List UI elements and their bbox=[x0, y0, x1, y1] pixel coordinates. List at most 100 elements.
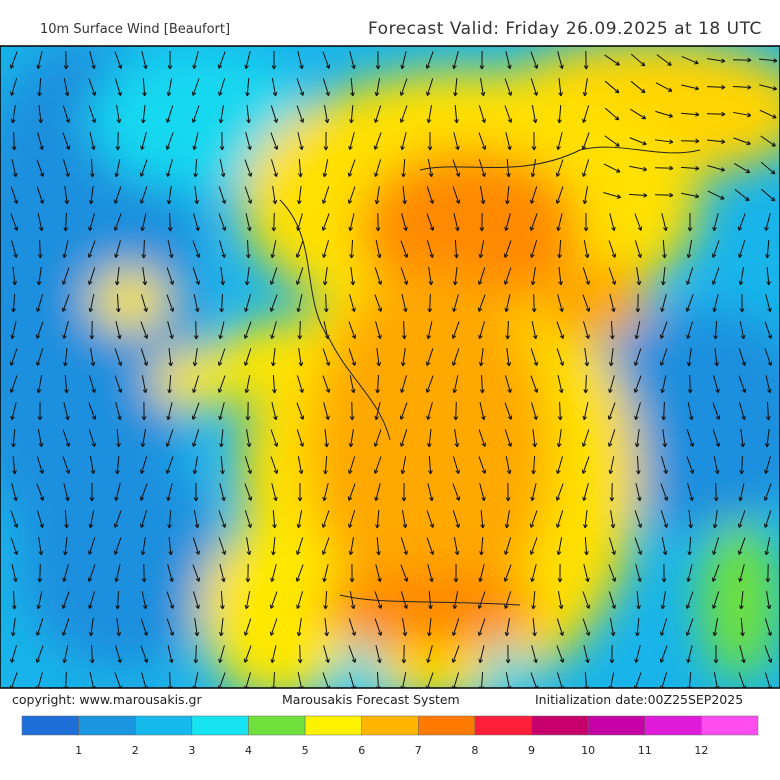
wind-arrow bbox=[504, 105, 513, 123]
legend-label: 1 bbox=[75, 744, 82, 757]
system-name: Marousakis Forecast System bbox=[282, 692, 460, 707]
wind-arrow bbox=[633, 348, 642, 366]
wind-arrow bbox=[141, 104, 146, 124]
wind-arrow bbox=[505, 456, 512, 475]
wind-arrow bbox=[90, 348, 96, 367]
wind-arrow bbox=[401, 213, 408, 232]
wind-arrow bbox=[38, 105, 44, 124]
wind-arrow bbox=[712, 213, 719, 232]
wind-arrow bbox=[64, 509, 69, 529]
wind-arrow bbox=[191, 105, 200, 123]
wind-arrow bbox=[557, 563, 563, 583]
wind-arrow bbox=[375, 645, 382, 664]
wind-arrow bbox=[113, 186, 122, 204]
wind-arrow bbox=[88, 294, 95, 313]
wind-arrow bbox=[400, 267, 409, 285]
wind-arrow bbox=[685, 294, 694, 312]
wind-arrow bbox=[88, 618, 94, 637]
wind-arrow bbox=[634, 645, 641, 664]
wind-arrow bbox=[141, 563, 147, 583]
wind-arrow bbox=[400, 537, 408, 555]
wind-arrow bbox=[478, 159, 486, 177]
wind-arrow bbox=[479, 50, 485, 70]
wind-arrow bbox=[219, 564, 226, 583]
wind-arrow bbox=[374, 483, 381, 502]
wind-arrow bbox=[764, 537, 771, 556]
wind-arrow bbox=[453, 563, 459, 583]
wind-arrow bbox=[480, 509, 485, 529]
wind-arrow bbox=[220, 267, 226, 286]
wind-arrow bbox=[139, 483, 148, 501]
wind-arrow bbox=[734, 162, 751, 174]
wind-arrow bbox=[661, 213, 668, 232]
wind-arrow bbox=[737, 213, 746, 231]
wind-arrow bbox=[530, 186, 538, 204]
map bbox=[0, 46, 780, 688]
wind-arrow bbox=[270, 132, 279, 150]
wind-arrow bbox=[428, 267, 434, 286]
wind-arrow bbox=[270, 348, 276, 367]
wind-arrow bbox=[116, 618, 122, 637]
wind-arrow bbox=[349, 294, 356, 313]
wind-arrow bbox=[89, 132, 96, 151]
wind-arrow bbox=[375, 374, 381, 394]
wind-arrow bbox=[530, 78, 538, 96]
wind-arrow bbox=[451, 645, 460, 663]
wind-arrow bbox=[531, 455, 536, 475]
wind-arrow bbox=[557, 239, 562, 259]
wind-arrow bbox=[479, 212, 485, 232]
wind-arrow bbox=[374, 105, 382, 123]
wind-arrow bbox=[139, 186, 148, 204]
wind-arrow bbox=[89, 456, 96, 475]
wind-arrow bbox=[89, 644, 95, 664]
wind-arrow bbox=[558, 77, 563, 97]
wind-arrow bbox=[479, 402, 486, 421]
wind-arrow bbox=[246, 104, 251, 124]
wind-arrow bbox=[140, 456, 148, 474]
legend-label: 7 bbox=[415, 744, 422, 757]
wind-arrow bbox=[244, 483, 253, 501]
wind-arrow bbox=[35, 321, 44, 339]
wind-arrow bbox=[478, 429, 487, 447]
wind-arrow bbox=[505, 482, 511, 502]
wind-arrow bbox=[115, 645, 122, 664]
wind-arrow bbox=[245, 563, 251, 583]
wind-arrow bbox=[297, 482, 303, 502]
wind-arrow bbox=[760, 135, 776, 147]
color-swatch bbox=[21, 715, 79, 736]
wind-arrow bbox=[556, 618, 564, 636]
wind-arrow bbox=[11, 590, 17, 610]
wind-arrow bbox=[374, 294, 383, 312]
wind-arrow bbox=[478, 456, 487, 474]
wind-arrow bbox=[88, 78, 97, 96]
wind-arrow bbox=[64, 186, 70, 205]
color-swatch bbox=[701, 715, 759, 736]
wind-arrow bbox=[63, 537, 68, 556]
wind-arrow bbox=[660, 375, 667, 394]
wind-arrow bbox=[321, 213, 330, 231]
wind-arrow bbox=[759, 84, 778, 91]
wind-arrow bbox=[760, 188, 776, 202]
wind-arrow bbox=[557, 375, 564, 394]
wind-arrow bbox=[454, 429, 460, 448]
wind-arrow bbox=[635, 483, 642, 502]
wind-arrow bbox=[452, 618, 460, 636]
wind-arrow bbox=[634, 213, 643, 231]
wind-arrow bbox=[400, 591, 408, 609]
wind-arrow bbox=[582, 294, 591, 312]
wind-arrow bbox=[219, 240, 226, 259]
wind-arrow bbox=[655, 82, 673, 92]
wind-arrow bbox=[531, 402, 538, 421]
wind-arrow bbox=[348, 456, 356, 474]
wind-arrow bbox=[140, 429, 147, 448]
wind-arrow bbox=[453, 77, 458, 97]
wind-arrow bbox=[219, 293, 225, 313]
wind-arrow bbox=[348, 348, 357, 366]
wind-arrow bbox=[88, 429, 96, 447]
wind-arrow bbox=[479, 536, 484, 556]
wind-arrow bbox=[557, 104, 562, 124]
wind-arrow bbox=[712, 402, 721, 420]
wind-arrow bbox=[322, 159, 329, 178]
wind-arrow bbox=[635, 293, 641, 313]
wind-arrow bbox=[680, 138, 700, 144]
